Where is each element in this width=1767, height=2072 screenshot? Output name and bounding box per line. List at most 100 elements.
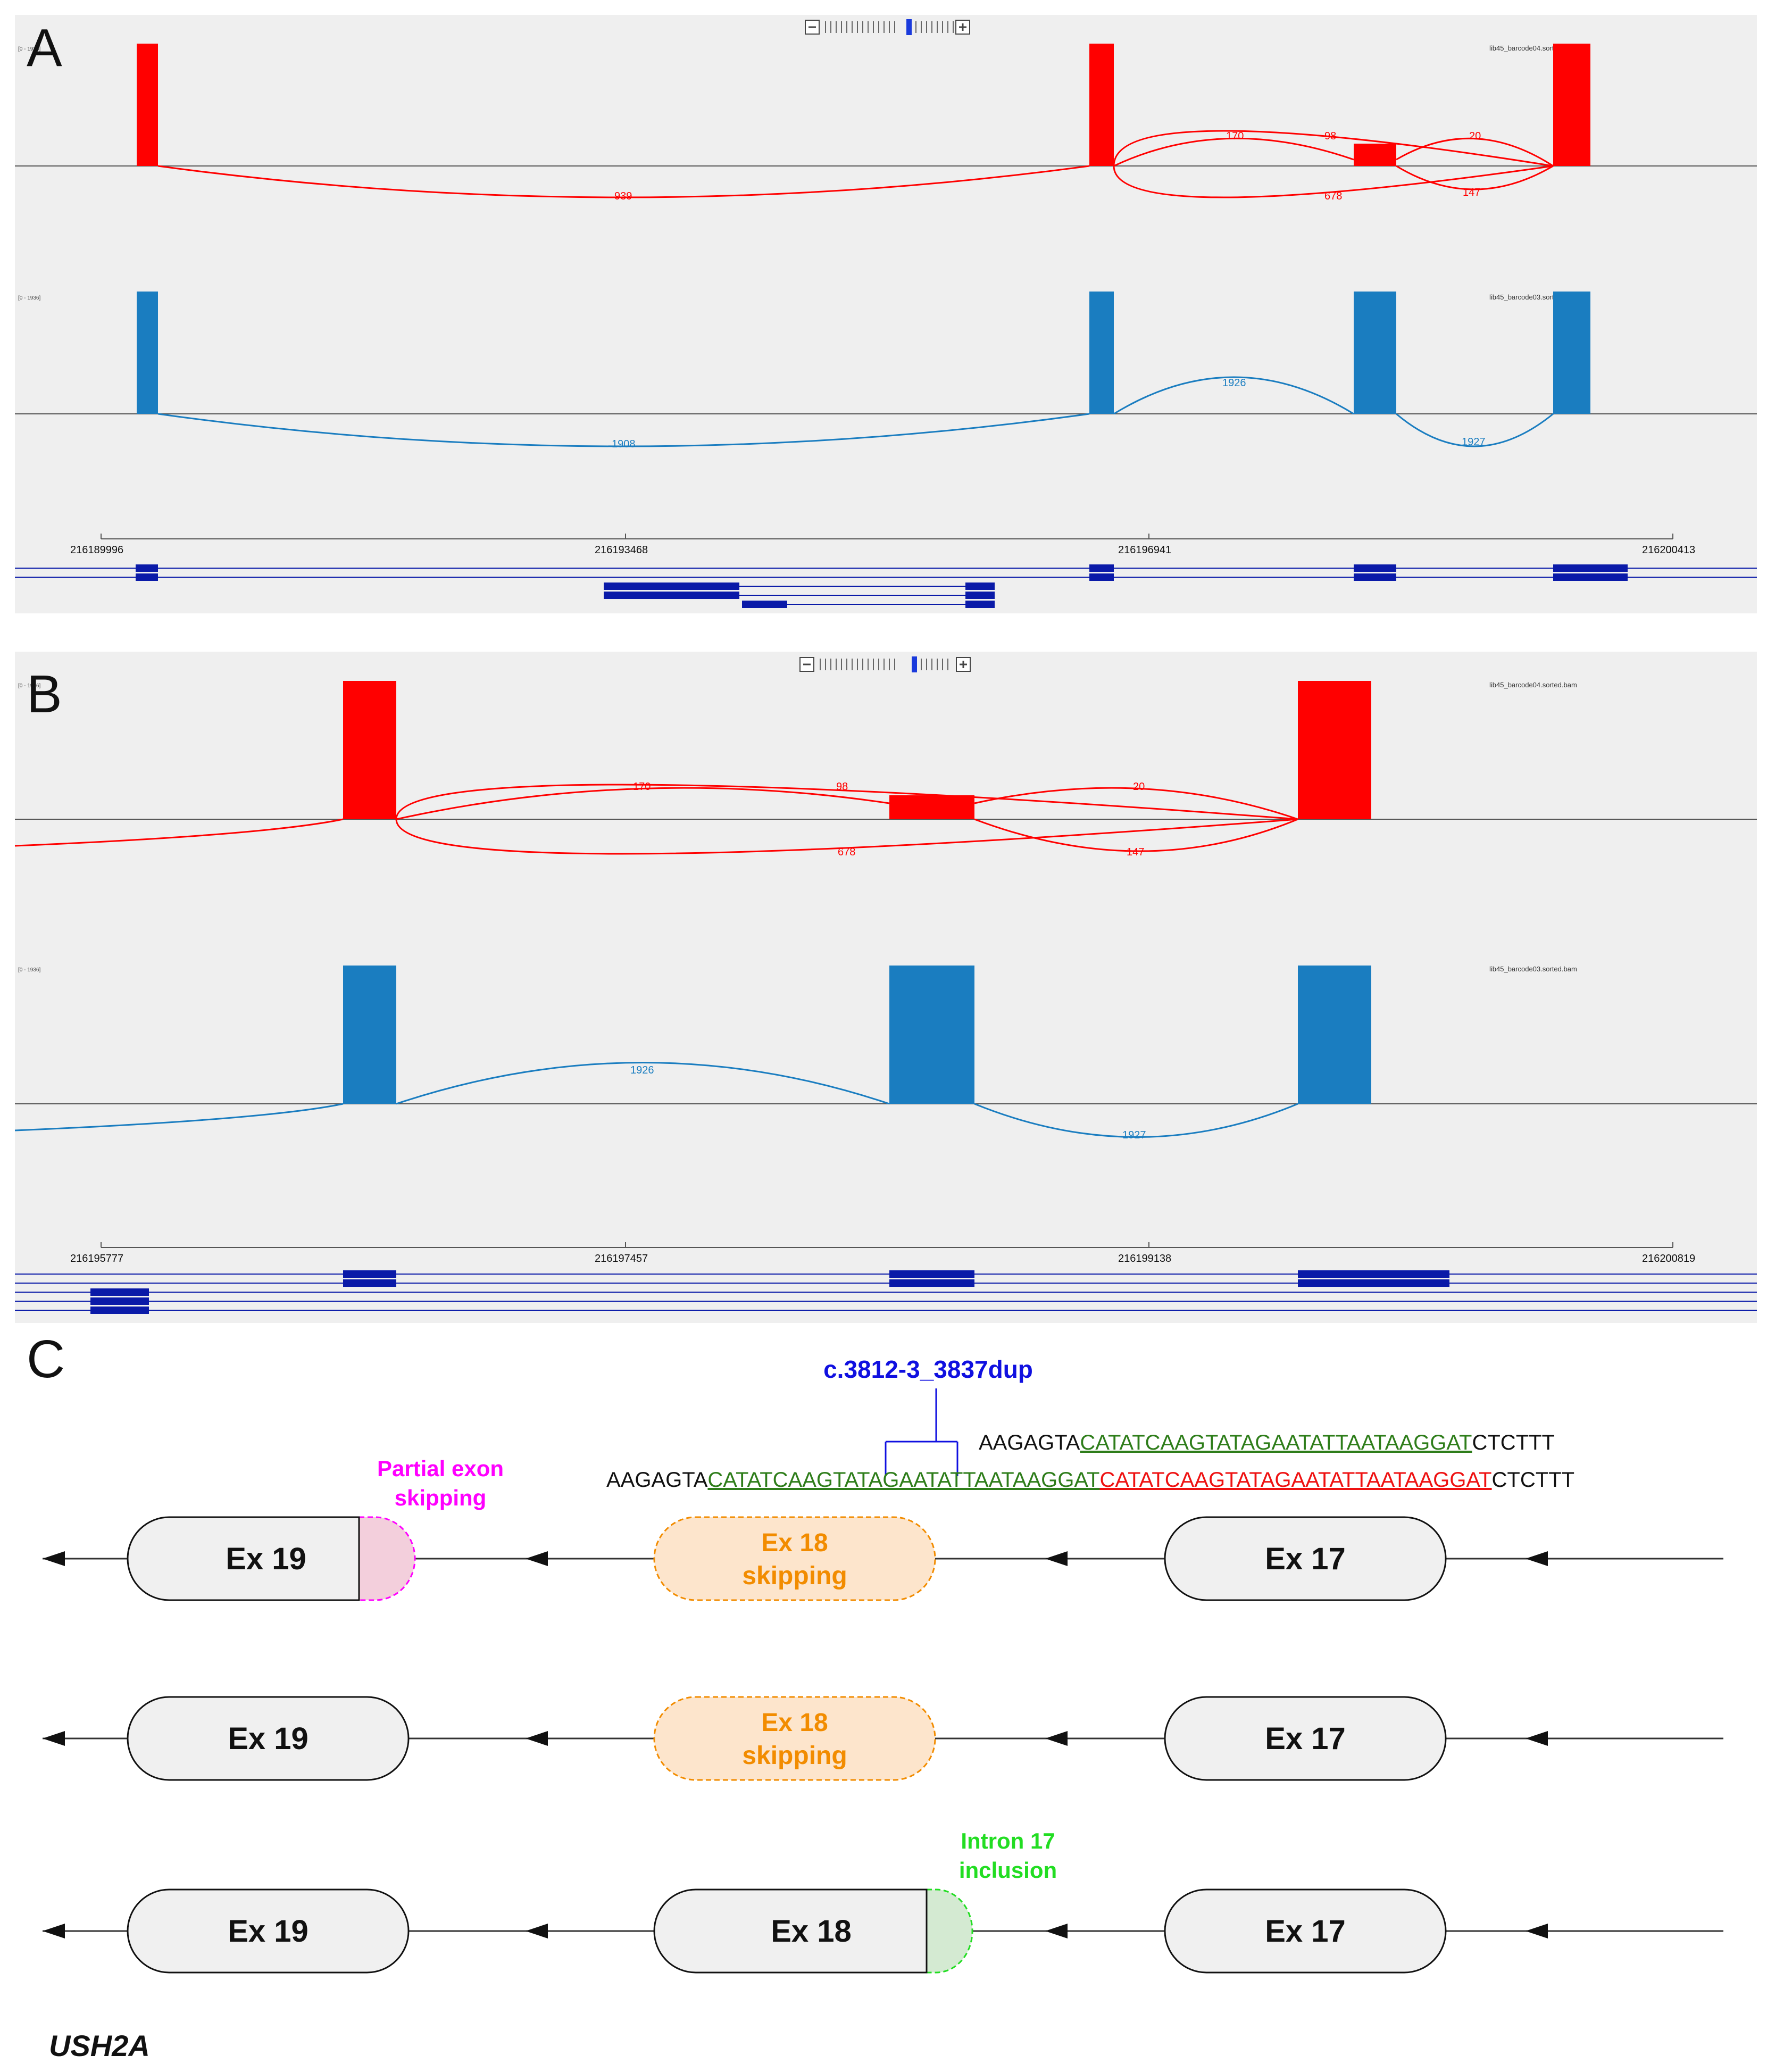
coverage-peak [343, 966, 396, 1104]
zoom-slider-handle[interactable] [906, 19, 912, 35]
junction-arc [1396, 137, 1554, 167]
coverage-peak [889, 795, 974, 819]
intron-inclusion-region [926, 1888, 973, 1974]
ruler-tick-label: 216195777 [70, 1253, 123, 1264]
track-file-label: lib45_barcode03.sorted.bam [1489, 965, 1577, 973]
ruler-tick-label: 216197457 [595, 1253, 648, 1264]
coverage-peak [137, 44, 158, 166]
coverage-peak [1553, 292, 1590, 414]
junction-label: 1926 [630, 1064, 654, 1076]
seq-dup-region: CATATCAAGTATAGAATATTAATAAGGAT [707, 1468, 1099, 1492]
coverage-peak [889, 966, 974, 1104]
junction-arc [396, 1062, 890, 1105]
ruler-tick-label: 216199138 [1118, 1253, 1171, 1264]
ruler-b: 216195777 216197457 216199138 216200819 [70, 1242, 1695, 1264]
junction-label: 939 [614, 190, 632, 202]
zoom-slider-handle[interactable] [912, 656, 917, 672]
junction-arc [395, 818, 1298, 855]
track-range-label: [0 - 1936] [18, 46, 40, 52]
zoom-out-icon[interactable] [805, 20, 820, 35]
exon-18-skipped [653, 1696, 936, 1781]
seq-suffix: CTCTTT [1472, 1431, 1555, 1454]
junction-arc [1396, 413, 1554, 447]
coverage-peak [1354, 292, 1396, 414]
junction-label: 678 [838, 846, 855, 858]
exon-18-skip-label-line2: skipping [742, 1742, 847, 1770]
arrow-left-icon [1045, 1924, 1068, 1938]
coverage-peak [1089, 44, 1114, 166]
arrow-left-icon [1045, 1551, 1068, 1566]
panel-b: [0 - 1936] lib45_barcode04.sorted.bam 17… [14, 652, 1757, 1323]
junction-label: 98 [836, 781, 848, 793]
arrow-left-icon [1526, 1731, 1548, 1746]
splice-row-3: Ex 19 Ex 18 Intron 17 inclusion Ex 17 [43, 1828, 1723, 1974]
partial-exon-region [358, 1516, 416, 1601]
ruler-tick-label: 216193468 [595, 544, 648, 556]
partial-skip-label-line2: skipping [395, 1485, 487, 1510]
intron-inclusion-label-line1: Intron 17 [961, 1828, 1055, 1853]
variant-bracket [885, 1388, 958, 1476]
zoom-control-b[interactable] [799, 656, 971, 672]
junction-label: 20 [1469, 130, 1481, 142]
zoom-control-a[interactable] [805, 19, 970, 35]
seq-prefix: AAGAGTA [606, 1468, 708, 1492]
junction-label: 20 [1133, 781, 1145, 793]
track-range-label: [0 - 1936] [18, 967, 40, 973]
junction-arc [396, 787, 890, 820]
transcript-exons-a [136, 564, 1628, 608]
coverage-peak [1089, 292, 1114, 414]
gene-label: USH2A [49, 2029, 150, 2062]
track-blue-b: [0 - 1936] lib45_barcode03.sorted.bam 19… [14, 965, 1757, 1141]
junction-label: 98 [1324, 130, 1336, 142]
exon-19-label: Ex 19 [226, 1542, 306, 1576]
junction-arc [1113, 165, 1554, 198]
exon-17-label: Ex 17 [1265, 1542, 1346, 1576]
junction-label: 170 [1226, 130, 1244, 142]
junction-arc [395, 784, 1298, 820]
exon-17 [1164, 1696, 1447, 1781]
variant-label: c.3812-3_3837dup [823, 1355, 1033, 1383]
sequence-mutant: AAGAGTACATATCAAGTATAGAATATTAATAAGGATCATA… [606, 1468, 1574, 1492]
exon-19 [127, 1888, 410, 1974]
exon-18-shape [653, 1888, 928, 1974]
ruler-tick-label: 216200819 [1642, 1253, 1695, 1264]
exon-17-label: Ex 17 [1265, 1914, 1346, 1949]
junction-arc [14, 818, 344, 847]
junction-label: 1927 [1122, 1129, 1146, 1141]
transcripts-b [15, 1274, 1757, 1311]
splice-row-2: Ex 19 Ex 18 skipping Ex 17 [43, 1696, 1723, 1781]
exon-19-label: Ex 19 [228, 1914, 309, 1949]
panel-letter-b: B [27, 664, 62, 724]
coverage-peak [137, 292, 158, 414]
panel-b-background [15, 652, 1757, 1323]
junction-arc [157, 165, 1090, 198]
junction-label: 170 [633, 781, 651, 793]
junction-label: 147 [1463, 187, 1480, 198]
track-red-b: [0 - 1936] lib45_barcode04.sorted.bam 17… [14, 681, 1757, 858]
junction-label: 1908 [612, 438, 636, 450]
exon-19-label: Ex 19 [228, 1721, 309, 1756]
exon-17-label: Ex 17 [1265, 1721, 1346, 1756]
arrow-left-icon [1526, 1924, 1548, 1938]
seq-prefix: AAGAGTA [979, 1431, 1080, 1454]
arrow-left-icon [526, 1731, 548, 1746]
coverage-peak [343, 681, 396, 819]
ruler-tick-label: 216189996 [70, 544, 123, 556]
seq-dup-region: CATATCAAGTATAGAATATTAATAAGGAT [1080, 1431, 1472, 1454]
panel-a-background [15, 15, 1757, 613]
arrow-left-icon [43, 1924, 65, 1938]
panel-letter-a: A [27, 18, 62, 78]
panel-letter-c: C [27, 1329, 65, 1389]
arrow-left-icon [43, 1731, 65, 1746]
coverage-peak [1298, 681, 1371, 819]
ruler-tick-label: 216196941 [1118, 544, 1171, 556]
splice-row-1: Ex 19 Partial exon skipping Ex 18 skippi… [43, 1456, 1723, 1601]
junction-label: 1927 [1462, 436, 1486, 448]
exon-18-skipped [653, 1516, 936, 1601]
junction-arc [974, 818, 1298, 852]
exon-18-label: Ex 18 [771, 1914, 852, 1949]
junction-arc [1113, 376, 1354, 415]
exon-17 [1164, 1888, 1447, 1974]
junction-arc [974, 787, 1298, 820]
